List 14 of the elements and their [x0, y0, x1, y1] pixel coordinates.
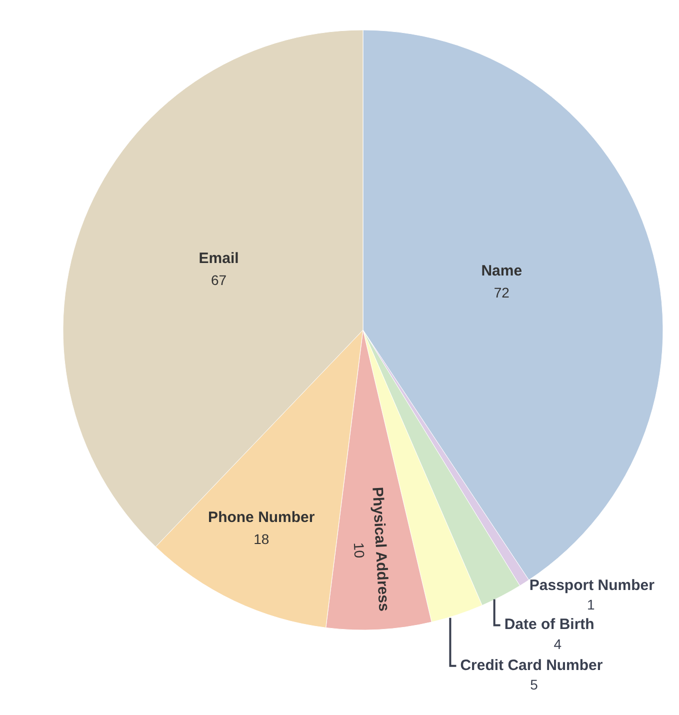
slice-label: Date of Birth	[504, 616, 594, 634]
slice-label: Credit Card Number	[460, 656, 603, 674]
data-label: 4	[554, 636, 562, 652]
data-label: 10	[350, 542, 368, 559]
slice-label: Email	[198, 250, 239, 268]
data-label: 18	[254, 530, 270, 547]
slice-label: Phone Number	[208, 509, 315, 526]
slice-label: Physical Address	[368, 486, 392, 612]
data-label: 72	[494, 284, 510, 300]
slice-label: Passport Number	[529, 576, 655, 594]
slice-label: Name	[481, 262, 522, 280]
data-label: 67	[211, 272, 227, 288]
data-label: 1	[586, 596, 595, 613]
data-label: 5	[530, 676, 538, 693]
